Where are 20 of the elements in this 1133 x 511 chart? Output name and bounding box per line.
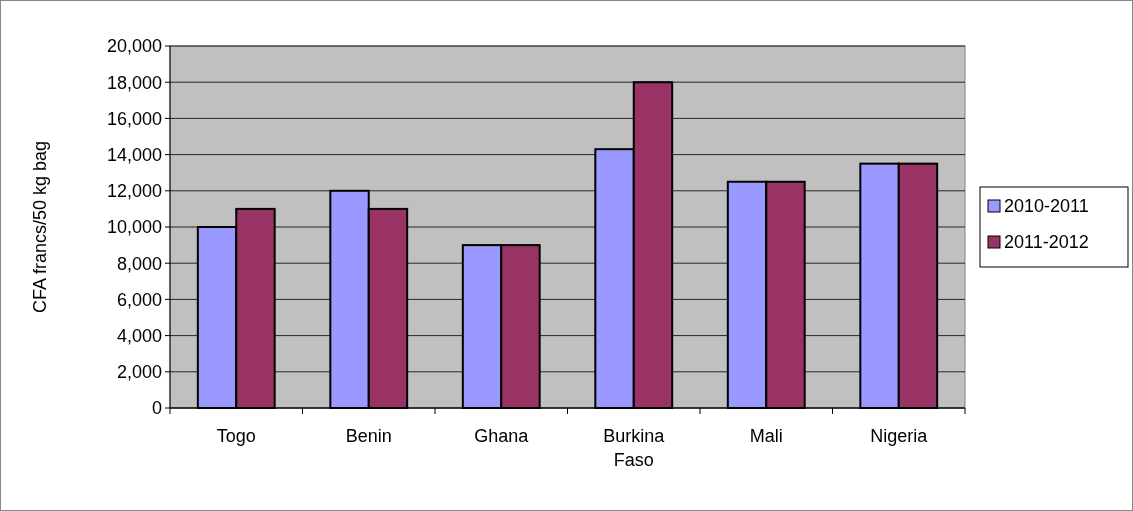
y-tick-label: 0 — [151, 398, 162, 419]
x-tick-label: Benin — [345, 426, 392, 446]
x-tick-label: Burkina Faso — [603, 426, 666, 470]
legend-label: 2011-2012 — [1004, 232, 1089, 253]
y-tick-label: 8,000 — [116, 253, 162, 274]
y-tick-label: 4,000 — [116, 325, 162, 346]
legend-label: 2010-2011 — [1004, 196, 1089, 217]
y-tick-label: 18,000 — [106, 72, 162, 93]
y-tick-label: 16,000 — [106, 108, 162, 129]
y-tick-label: 12,000 — [106, 181, 162, 202]
y-tick-label: 2,000 — [116, 362, 162, 383]
x-tick-label: Ghana — [474, 426, 530, 446]
y-tick-label: 14,000 — [106, 144, 162, 165]
x-tick-label: Mali — [749, 426, 783, 446]
x-tick-label: Togo — [216, 426, 256, 446]
x-tick-label: Nigeria — [870, 426, 929, 446]
y-tick-label: 6,000 — [116, 289, 162, 310]
y-tick-label: 20,000 — [106, 36, 162, 57]
y-axis-title: CFA francs/50 kg bag — [30, 140, 51, 314]
y-tick-label: 10,000 — [106, 217, 162, 238]
